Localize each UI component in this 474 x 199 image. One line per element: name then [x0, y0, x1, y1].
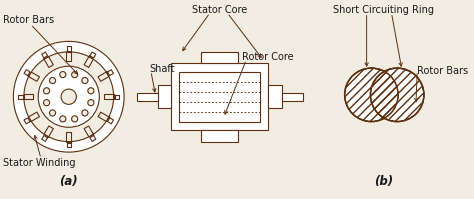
- Circle shape: [345, 68, 398, 122]
- Text: Shaft: Shaft: [149, 64, 174, 74]
- Text: (a): (a): [59, 175, 78, 188]
- Circle shape: [49, 110, 55, 116]
- Circle shape: [61, 89, 76, 104]
- Text: Rotor Bars: Rotor Bars: [417, 66, 468, 76]
- Circle shape: [24, 52, 114, 142]
- Bar: [282, 93, 303, 100]
- Circle shape: [60, 116, 66, 122]
- Text: (b): (b): [374, 175, 393, 188]
- Circle shape: [88, 100, 94, 106]
- Bar: [157, 85, 171, 108]
- Bar: [137, 93, 157, 100]
- Circle shape: [60, 72, 66, 78]
- Bar: [171, 63, 268, 130]
- Circle shape: [371, 68, 424, 122]
- Circle shape: [82, 110, 88, 116]
- Text: Rotor Bars: Rotor Bars: [3, 15, 54, 25]
- Circle shape: [13, 41, 124, 152]
- Circle shape: [38, 66, 99, 127]
- Circle shape: [44, 100, 50, 106]
- Text: Rotor Core: Rotor Core: [242, 52, 293, 62]
- Bar: [201, 52, 238, 63]
- Bar: [268, 85, 282, 108]
- Bar: [180, 72, 260, 122]
- Text: Stator Winding: Stator Winding: [3, 158, 75, 168]
- Bar: [201, 130, 238, 142]
- Circle shape: [82, 77, 88, 84]
- Circle shape: [44, 88, 50, 94]
- Circle shape: [88, 88, 94, 94]
- Circle shape: [72, 72, 78, 78]
- Text: Stator Core: Stator Core: [192, 5, 247, 15]
- Circle shape: [49, 77, 55, 84]
- Circle shape: [72, 116, 78, 122]
- Text: Short Circuiting Ring: Short Circuiting Ring: [333, 5, 434, 15]
